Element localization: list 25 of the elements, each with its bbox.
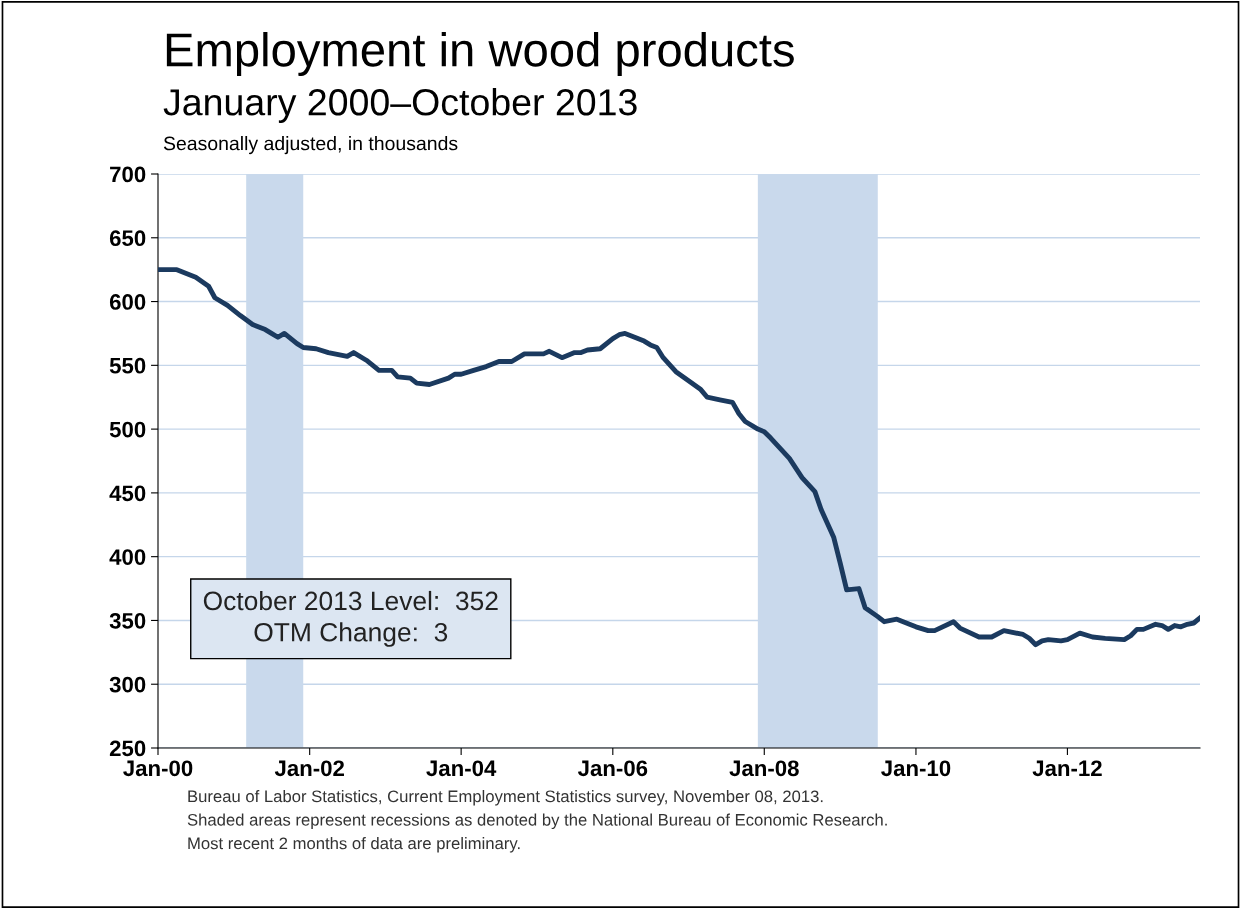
annotation: October 2013 Level: 352 OTM Change: 3 [203, 590, 498, 647]
text: Bureau of Labor Statistics, Current Employment Statistics survey, November 08, 2013. [188, 790, 823, 806]
y-tick-label: 600 [109, 294, 146, 310]
x-tick-label: Jan-00 [123, 760, 193, 777]
y-axis-title: Seasonally adjusted, in thousands [163, 136, 458, 155]
y-tick-label: 300 [109, 676, 146, 693]
x-tick-label: Jan-08 [729, 760, 799, 777]
line-series [158, 267, 1200, 648]
chart-title: Employment in wood products [166, 32, 794, 77]
text: Shaded areas represent recessions as denoted by the National Bureau of Economic Research. [187, 813, 887, 830]
y-tick-label: 350 [109, 612, 146, 629]
x-tick-label: Jan-12 [1032, 760, 1102, 777]
text: Most recent 2 months of data are preliminary. [188, 837, 520, 853]
y-tick-label: 400 [109, 549, 146, 565]
y-tick-label: 550 [109, 357, 146, 374]
x-tick-label: Jan-04 [426, 760, 497, 777]
y-tick-label: 700 [110, 166, 146, 183]
y-tick-label: 250 [109, 740, 146, 757]
y-tick-label: 650 [109, 230, 146, 247]
x-tick-label: Jan-10 [881, 760, 951, 777]
x-tick-label: Jan-02 [274, 760, 344, 777]
y-tick-label: 500 [109, 421, 146, 438]
chart-subtitle: January 2000–October 2013 [163, 88, 637, 123]
x-tick-label: Jan-06 [577, 760, 648, 777]
y-tick-label: 450 [109, 485, 146, 502]
